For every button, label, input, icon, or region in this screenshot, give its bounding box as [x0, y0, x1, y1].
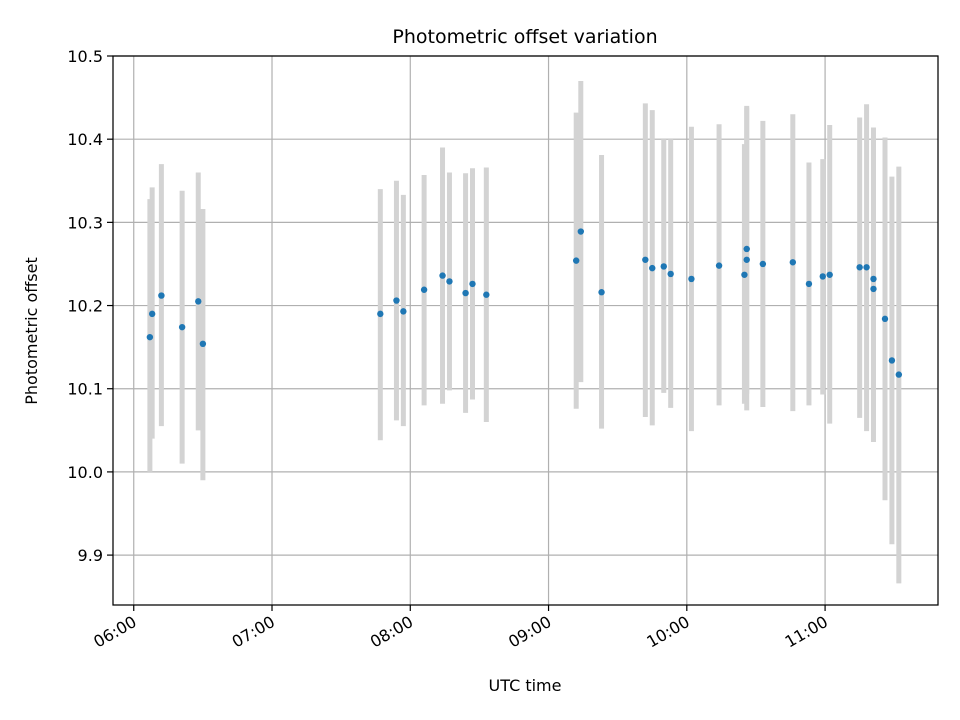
data-point — [667, 270, 674, 278]
data-point — [660, 263, 667, 270]
data-point — [572, 257, 580, 264]
y-tick-label: 10.1 — [67, 380, 103, 399]
data-point — [826, 271, 833, 278]
data-point — [462, 289, 469, 297]
data-point — [819, 273, 826, 280]
y-axis: 9.9 10.0 10.1 10.2 10.3 10.4 10.5 — [67, 47, 113, 565]
data-points — [146, 228, 903, 378]
data-point — [148, 310, 156, 318]
chart-title: Photometric offset variation — [392, 26, 657, 48]
data-point — [715, 262, 723, 269]
data-point — [870, 275, 877, 283]
data-point — [688, 275, 695, 283]
y-tick-label: 10.0 — [67, 463, 103, 482]
x-tick-label: 09:00 — [505, 612, 554, 652]
plot-area — [112, 55, 939, 606]
error-bars — [147, 80, 902, 584]
data-point — [888, 357, 896, 364]
data-point — [483, 291, 490, 298]
y-tick-label: 10.5 — [67, 47, 103, 66]
data-point — [863, 264, 870, 271]
data-point — [158, 292, 165, 299]
data-point — [446, 278, 453, 285]
data-point — [377, 310, 384, 318]
x-tick-label: 08:00 — [367, 612, 416, 652]
y-axis-title: Photometric offset — [22, 257, 41, 405]
x-axis-title: UTC time — [489, 676, 562, 695]
data-point — [743, 245, 750, 253]
y-tick-label: 9.9 — [78, 546, 103, 565]
data-point — [577, 228, 585, 235]
x-tick-label: 10:00 — [643, 612, 692, 652]
y-tick-label: 10.2 — [67, 297, 103, 316]
data-point — [420, 286, 428, 293]
data-point — [199, 340, 207, 348]
data-point — [805, 280, 813, 288]
x-tick-label: 06:00 — [90, 612, 139, 652]
data-point — [439, 272, 446, 279]
data-point — [400, 308, 407, 315]
data-point — [895, 371, 903, 378]
data-point — [743, 256, 750, 263]
data-point — [856, 264, 863, 271]
data-point — [598, 289, 605, 296]
data-point — [649, 264, 656, 272]
data-point — [870, 285, 877, 293]
grid — [113, 55, 938, 605]
x-tick-label: 07:00 — [229, 612, 278, 652]
x-tick-label: 11:00 — [782, 612, 831, 652]
data-point — [881, 315, 889, 323]
data-point — [146, 333, 154, 341]
data-point — [741, 271, 748, 278]
y-tick-label: 10.3 — [67, 213, 103, 232]
data-point — [642, 256, 649, 263]
data-point — [789, 259, 797, 266]
x-axis: 06:00 07:00 08:00 09:00 10:00 11:00 — [90, 605, 831, 652]
y-tick-label: 10.4 — [67, 130, 103, 149]
data-point — [195, 298, 202, 305]
data-point — [178, 323, 186, 331]
data-point — [759, 260, 767, 268]
data-point — [469, 280, 476, 288]
data-point — [393, 297, 400, 304]
